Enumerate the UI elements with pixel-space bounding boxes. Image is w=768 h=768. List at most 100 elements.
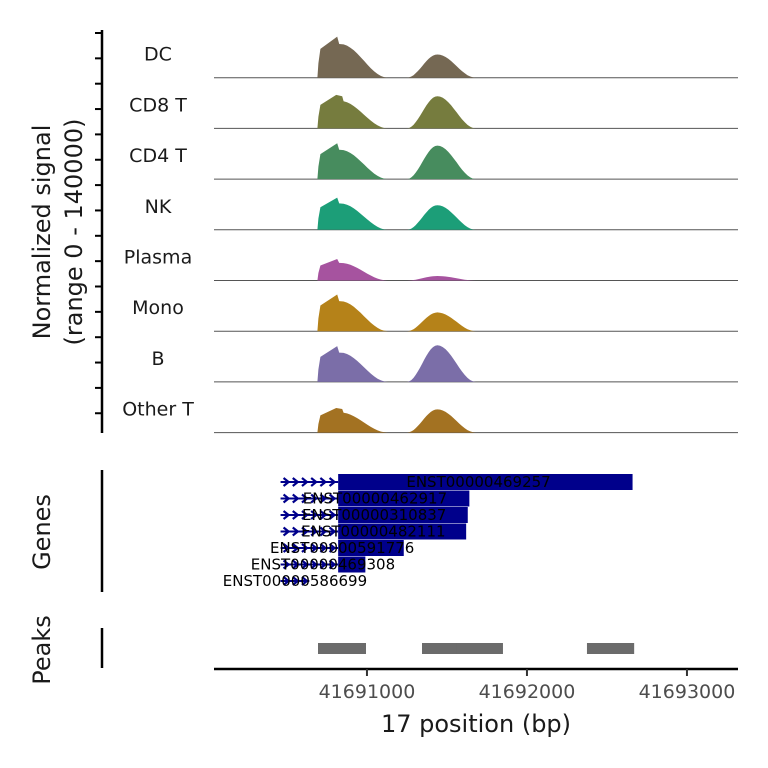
strand-arrow-icon — [282, 526, 291, 537]
strand-arrow-icon — [319, 526, 328, 537]
gene-exon — [338, 540, 404, 556]
strand-arrow-icon — [282, 576, 291, 586]
strand-arrow-icon — [328, 510, 337, 520]
track-label: CD4 T — [129, 145, 187, 167]
peak-region — [456, 643, 503, 654]
strand-arrow-icon — [282, 510, 291, 520]
x-tick-label: 41693000 — [639, 681, 736, 703]
strand-arrow-icon — [301, 576, 309, 586]
track-label: Other T — [122, 399, 194, 421]
strand-arrow-icon — [292, 559, 300, 570]
strand-arrow-icon — [292, 510, 300, 520]
track-label: CD8 T — [129, 94, 187, 116]
strand-arrow-icon — [328, 477, 337, 487]
gene-annotation-track: ENST00000469257ENST00000462917ENST000003… — [223, 473, 633, 590]
gene-label: ENST00000469257 — [406, 473, 550, 491]
strand-arrow-icon — [301, 543, 309, 553]
track-label: NK — [145, 196, 172, 218]
peak-region — [318, 643, 366, 654]
track-b: B — [151, 345, 738, 383]
coverage-y-ticks — [95, 32, 102, 415]
x-tick-label: 41692000 — [479, 681, 576, 703]
track-mono: Mono — [132, 294, 738, 332]
gene-label: ENST00000586699 — [223, 572, 367, 590]
strand-arrow-icon — [328, 526, 337, 537]
track-nk: NK — [145, 196, 738, 231]
coverage-area — [317, 294, 476, 332]
gene-label: ENST00000469308 — [251, 556, 395, 574]
strand-arrow-icon — [292, 576, 300, 586]
gene-exon — [338, 523, 467, 540]
peak-region — [422, 643, 459, 654]
strand-arrow-icon — [301, 493, 309, 504]
strand-arrow-icon — [328, 493, 337, 504]
gene-label: ENST00000591776 — [270, 539, 414, 557]
coverage-area — [317, 259, 476, 281]
strand-arrow-icon — [319, 510, 328, 520]
track-cd8-t: CD8 T — [129, 94, 738, 129]
gene-label: ENST00000482111 — [301, 523, 445, 541]
peak-region — [586, 643, 635, 654]
strand-arrow-icon — [310, 510, 318, 520]
strand-arrow-icon — [282, 477, 291, 487]
gene-exon — [338, 556, 366, 573]
track-dc: DC — [144, 36, 738, 79]
strand-arrow-icon — [319, 559, 328, 570]
gene-exon — [338, 490, 470, 507]
gene-label: ENST00000462917 — [303, 490, 447, 508]
gene-exon — [338, 474, 633, 490]
strand-arrow-icon — [301, 559, 309, 570]
coverage-tracks: DC CD8 T CD4 T NK Plasma Mono B Other T — [122, 36, 738, 434]
gene-enst00000482111: ENST00000482111 — [280, 523, 467, 541]
gene-enst00000310837: ENST00000310837 — [280, 506, 468, 524]
y-axis-title-line2: (range 0 - 140000) — [60, 119, 88, 346]
coverage-area — [317, 197, 476, 230]
strand-arrow-icon — [328, 543, 337, 553]
coverage-y-axis-title: Normalized signal (range 0 - 140000) — [28, 119, 88, 346]
strand-arrow-icon — [292, 493, 300, 504]
strand-arrow-icon — [310, 493, 318, 504]
strand-arrow-icon — [310, 526, 318, 537]
peaks-track — [318, 643, 635, 654]
y-axis-title-line1: Normalized signal — [28, 125, 56, 340]
strand-arrow-icon — [310, 477, 318, 487]
genes-track-label: Genes — [28, 494, 56, 570]
track-plasma: Plasma — [124, 247, 738, 281]
coverage-area — [317, 94, 476, 129]
gene-enst00000469257: ENST00000469257 — [280, 473, 633, 491]
x-axis-title: 17 position (bp) — [381, 710, 571, 738]
track-other-t: Other T — [122, 399, 738, 434]
strand-arrow-icon — [328, 559, 337, 570]
gene-label: ENST00000310837 — [302, 506, 446, 524]
x-tick-label: 41691000 — [319, 681, 416, 703]
strand-arrow-icon — [282, 493, 291, 504]
coverage-area — [317, 345, 476, 382]
track-label: DC — [144, 44, 172, 66]
x-axis-ticks: 41691000 41692000 41693000 — [319, 669, 736, 703]
coverage-area — [317, 408, 476, 433]
peaks-track-label: Peaks — [28, 615, 56, 685]
gene-enst00000591776: ENST00000591776 — [270, 539, 414, 557]
track-label: Plasma — [124, 247, 192, 269]
gene-enst00000469308: ENST00000469308 — [251, 556, 395, 574]
strand-arrow-icon — [319, 493, 328, 504]
strand-arrow-icon — [301, 510, 309, 520]
strand-arrow-icon — [292, 543, 300, 553]
strand-arrow-icon — [310, 559, 318, 570]
strand-arrow-icon — [301, 477, 309, 487]
track-label: B — [151, 348, 164, 370]
gene-enst00000586699: ENST00000586699 — [223, 572, 367, 590]
strand-arrow-icon — [282, 543, 291, 553]
strand-arrow-icon — [292, 526, 300, 537]
strand-arrow-icon — [319, 543, 328, 553]
gene-exon — [338, 507, 468, 523]
track-cd4-t: CD4 T — [129, 143, 738, 180]
gene-enst00000462917: ENST00000462917 — [280, 490, 470, 508]
coverage-area — [317, 36, 476, 78]
coverage-area — [317, 143, 476, 180]
strand-arrow-icon — [292, 477, 300, 487]
strand-arrow-icon — [310, 543, 318, 553]
strand-arrow-icon — [301, 526, 309, 537]
strand-arrow-icon — [282, 559, 291, 570]
